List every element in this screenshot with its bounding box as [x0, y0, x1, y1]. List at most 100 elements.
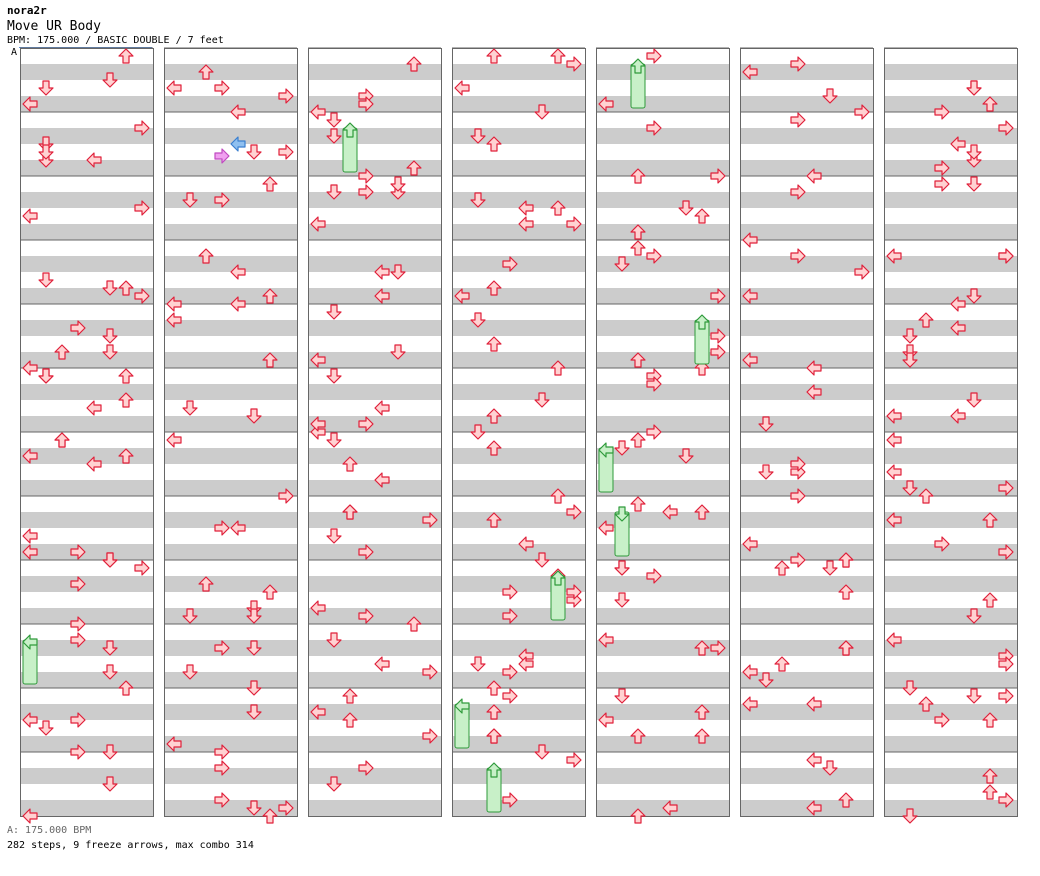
step-arrow	[598, 632, 614, 648]
step-arrow	[326, 368, 342, 384]
grid-stripe	[740, 96, 873, 112]
grid-stripe	[164, 128, 297, 144]
grid-stripe	[884, 480, 1017, 496]
grid-stripe	[164, 608, 297, 624]
step-arrow	[710, 328, 726, 344]
step-arrow	[694, 704, 710, 720]
step-arrow	[358, 544, 374, 560]
step-arrow	[838, 792, 854, 808]
step-arrow	[342, 456, 358, 472]
step-arrow	[710, 168, 726, 184]
grid-stripe	[596, 608, 729, 624]
step-arrow	[790, 56, 806, 72]
step-arrow	[982, 96, 998, 112]
grid-stripe	[308, 320, 441, 336]
step-arrow	[22, 544, 38, 560]
step-arrow	[886, 408, 902, 424]
step-arrow	[502, 256, 518, 272]
chart-info: BPM: 175.000 / BASIC DOUBLE / 7 feet	[7, 35, 224, 46]
step-arrow	[918, 312, 934, 328]
step-arrow	[806, 168, 822, 184]
step-arrow	[390, 264, 406, 280]
step-arrow	[694, 504, 710, 520]
step-arrow	[246, 144, 262, 160]
step-arrow	[182, 608, 198, 624]
grid-stripe	[740, 256, 873, 272]
chart-column-border	[452, 48, 586, 817]
step-arrow	[198, 248, 214, 264]
grid-stripe	[452, 224, 585, 240]
step-arrow	[790, 248, 806, 264]
step-arrow	[598, 520, 614, 536]
grid-stripe	[20, 768, 153, 784]
grid-stripe	[596, 160, 729, 176]
grid-stripe	[596, 96, 729, 112]
step-arrow	[982, 592, 998, 608]
grid-stripe	[20, 736, 153, 752]
step-arrow	[566, 504, 582, 520]
step-arrow	[998, 248, 1014, 264]
step-arrow	[326, 632, 342, 648]
grid-stripe	[164, 384, 297, 400]
step-arrow	[38, 368, 54, 384]
grid-stripe	[164, 256, 297, 272]
grid-stripe	[164, 736, 297, 752]
step-arrow	[758, 416, 774, 432]
step-arrow	[486, 440, 502, 456]
step-arrow	[454, 80, 470, 96]
step-arrow	[22, 96, 38, 112]
step-arrow	[550, 48, 566, 64]
grid-stripe	[452, 160, 585, 176]
step-arrow	[310, 104, 326, 120]
grid-stripe	[164, 224, 297, 240]
step-arrow	[534, 104, 550, 120]
step-arrow	[694, 208, 710, 224]
grid-stripe	[164, 768, 297, 784]
grid-stripe	[20, 544, 153, 560]
grid-stripe	[20, 384, 153, 400]
step-arrow	[70, 616, 86, 632]
step-arrow	[406, 56, 422, 72]
grid-stripe	[20, 96, 153, 112]
step-arrow	[630, 224, 646, 240]
grid-stripe	[740, 448, 873, 464]
grid-stripe	[452, 544, 585, 560]
bpm-note: A: 175.000 BPM	[7, 825, 92, 836]
grid-stripe	[740, 768, 873, 784]
step-arrow	[838, 640, 854, 656]
step-arrow	[310, 704, 326, 720]
step-arrow	[598, 712, 614, 728]
grid-stripe	[596, 416, 729, 432]
step-arrow	[342, 688, 358, 704]
chart-column-border	[884, 48, 1018, 817]
step-arrow	[102, 280, 118, 296]
step-arrow	[918, 488, 934, 504]
step-arrow	[902, 480, 918, 496]
step-arrow	[374, 400, 390, 416]
step-arrow	[950, 136, 966, 152]
grid-stripe	[308, 768, 441, 784]
grid-stripe	[452, 64, 585, 80]
grid-stripe	[452, 384, 585, 400]
grid-stripe	[20, 512, 153, 528]
step-arrow	[790, 112, 806, 128]
step-arrow	[22, 208, 38, 224]
step-arrow	[502, 688, 518, 704]
step-arrow	[70, 712, 86, 728]
step-arrow	[246, 608, 262, 624]
grid-stripe	[308, 608, 441, 624]
grid-stripe	[884, 352, 1017, 368]
step-arrow	[326, 128, 342, 144]
grid-stripe	[164, 288, 297, 304]
step-arrow	[374, 472, 390, 488]
grid-stripe	[308, 96, 441, 112]
step-arrow	[806, 800, 822, 816]
step-arrow	[54, 432, 70, 448]
step-arrow	[742, 232, 758, 248]
grid-stripe	[164, 416, 297, 432]
step-arrow	[790, 456, 806, 472]
freeze-head-arrow	[614, 506, 630, 522]
grid-stripe	[164, 800, 297, 816]
step-arrow	[678, 200, 694, 216]
step-arrow	[262, 352, 278, 368]
